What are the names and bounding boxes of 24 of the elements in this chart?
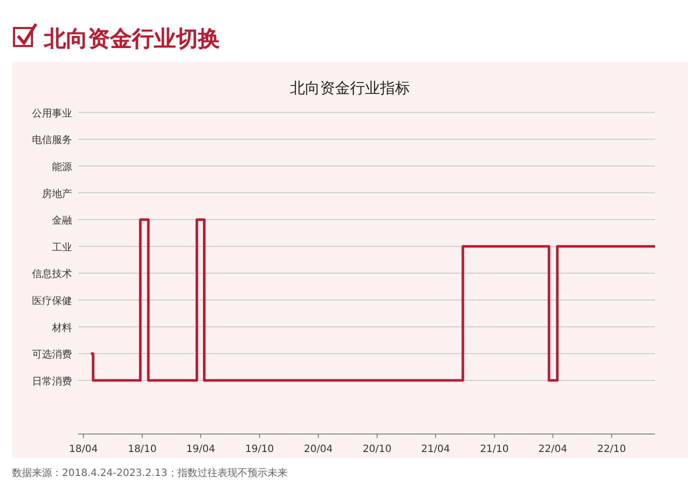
category-label: 日常消费 <box>32 376 72 388</box>
category-label: 房地产 <box>42 188 72 200</box>
x-tick-label: 20/04 <box>304 444 333 455</box>
x-tick-label: 22/10 <box>597 444 626 455</box>
x-tick-label: 19/04 <box>186 444 216 455</box>
chart-title: 北向资金行业切换 <box>43 27 220 52</box>
x-tick-label: 22/04 <box>538 444 568 455</box>
category-label: 医疗保健 <box>32 296 72 307</box>
x-tick-label: 19/10 <box>245 444 274 455</box>
category-label: 能源 <box>52 162 72 173</box>
category-label: 材料 <box>52 322 72 334</box>
category-label: 可选消费 <box>32 350 72 361</box>
category-label: 公用事业 <box>32 108 72 120</box>
x-tick-label: 20/10 <box>362 444 392 455</box>
x-tick-label: 18/04 <box>69 444 98 455</box>
chart-subtitle: 北向资金行业指标 <box>290 79 410 97</box>
category-label: 电信服务 <box>32 135 72 146</box>
x-tick-label: 21/04 <box>421 444 450 455</box>
category-label: 工业 <box>52 242 72 254</box>
source-note: 数据来源：2018.4.24-2023.2.13；指数过往表现不预示未来 <box>12 467 288 479</box>
category-label: 金融 <box>52 216 72 227</box>
category-label: 信息技术 <box>32 269 72 280</box>
x-tick-label: 18/10 <box>128 444 157 455</box>
x-tick-label: 21/10 <box>480 444 509 455</box>
